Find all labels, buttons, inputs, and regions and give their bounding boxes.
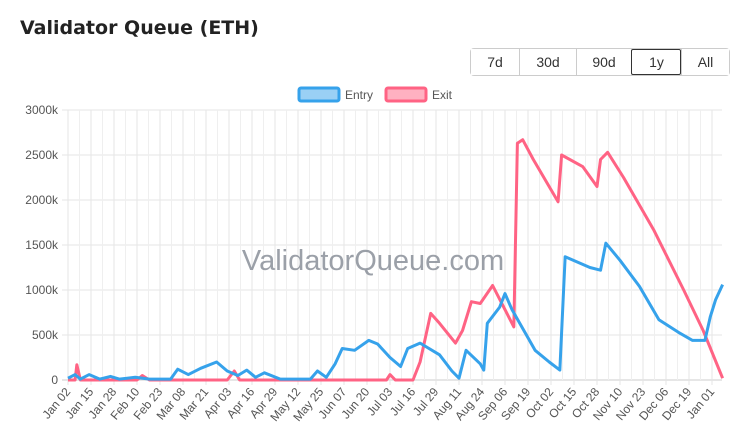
series-lines xyxy=(67,138,725,382)
legend-entry-swatch xyxy=(297,86,341,103)
y-tick-label: 0 xyxy=(51,373,58,387)
range-7d-button[interactable]: 7d xyxy=(471,49,519,75)
range-1y-button[interactable]: 1y xyxy=(631,49,681,75)
time-range-selector: 7d 30d 90d 1y All xyxy=(470,48,730,76)
y-tick-label: 3000k xyxy=(25,103,59,117)
y-tick-label: 1500k xyxy=(25,238,59,252)
y-tick-label: 1000k xyxy=(25,283,59,297)
y-axis: 0 500k 1000k 1500k 2000k 2500k 3000k xyxy=(25,103,59,387)
y-tick-label: 2500k xyxy=(25,148,59,162)
y-tick-label: 500k xyxy=(32,328,59,342)
legend: Entry Exit xyxy=(297,86,453,103)
watermark: ValidatorQueue.com xyxy=(242,245,504,277)
range-90d-button[interactable]: 90d xyxy=(576,49,631,75)
range-all-button[interactable]: All xyxy=(681,49,729,75)
legend-exit-label[interactable]: Exit xyxy=(432,88,453,102)
page-title: Validator Queue (ETH) xyxy=(20,17,259,39)
y-tick-label: 2000k xyxy=(25,193,59,207)
grid xyxy=(62,109,722,385)
legend-entry-label[interactable]: Entry xyxy=(345,88,373,102)
series-line-entry xyxy=(67,241,724,381)
range-30d-button[interactable]: 30d xyxy=(519,49,576,75)
legend-exit-swatch xyxy=(384,86,428,103)
